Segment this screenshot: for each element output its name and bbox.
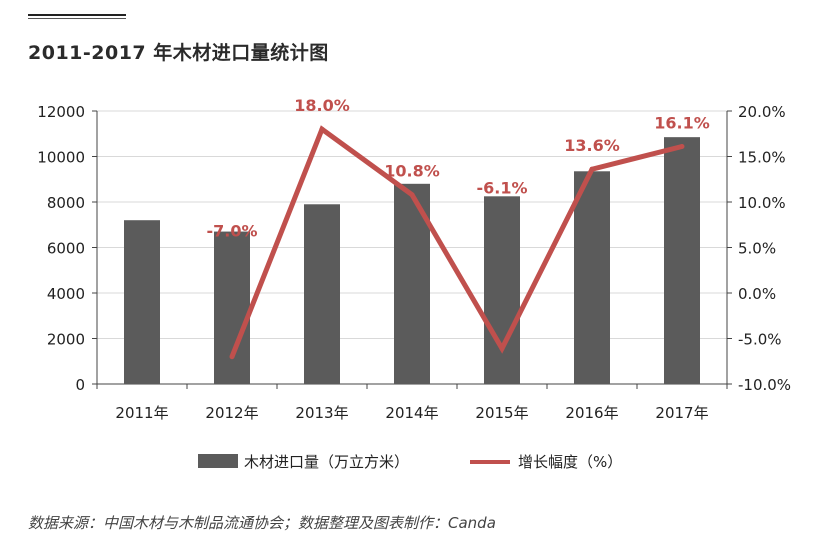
x-axis-tick-label: 2015年: [475, 404, 528, 422]
legend-bar-swatch: [198, 454, 238, 468]
bar: [484, 196, 520, 384]
growth-point: [499, 346, 505, 352]
source-note: 数据来源：中国木材与木制品流通协会；数据整理及图表制作：Canda: [28, 514, 496, 532]
left-axis-tick-label: 6000: [47, 240, 85, 258]
bar: [574, 171, 610, 384]
x-axis-tick-label: 2012年: [205, 404, 258, 422]
growth-data-label: 13.6%: [564, 136, 620, 155]
right-axis-tick-label: -10.0%: [738, 376, 791, 394]
left-axis-tick-label: 12000: [37, 103, 85, 121]
legend-line-label: 增长幅度（%）: [518, 453, 622, 471]
right-axis-tick-label: -5.0%: [738, 331, 782, 349]
growth-data-label: -7.0%: [206, 222, 257, 241]
right-axis-tick-label: 0.0%: [738, 285, 776, 303]
legend-bar-label: 木材进口量（万立方米）: [244, 453, 409, 471]
right-axis-tick-label: 20.0%: [738, 103, 786, 121]
title-decoration-bar: [28, 14, 126, 16]
growth-point: [589, 166, 595, 172]
growth-line: [229, 125, 683, 358]
right-axis-tick-label: 5.0%: [738, 240, 776, 258]
left-axis-tick-label: 2000: [47, 331, 85, 349]
growth-point: [319, 126, 325, 132]
right-axis-tick-label: 15.0%: [738, 149, 786, 167]
right-axis-tick-label: 10.0%: [738, 194, 786, 212]
bar: [664, 137, 700, 384]
bar: [304, 204, 340, 384]
left-axis-tick-label: 0: [75, 376, 85, 394]
left-axis-tick-label: 8000: [47, 194, 85, 212]
left-axis-tick-label: 4000: [47, 285, 85, 303]
left-axis-tick-label: 10000: [37, 149, 85, 167]
growth-data-label: 16.1%: [654, 113, 710, 132]
x-axis-tick-label: 2014年: [385, 404, 438, 422]
x-axis-tick-label: 2016年: [565, 404, 618, 422]
growth-point: [679, 143, 685, 149]
growth-data-label: -6.1%: [476, 179, 527, 198]
growth-data-label: 18.0%: [294, 96, 350, 115]
x-axis-tick-label: 2013年: [295, 404, 348, 422]
chart-title: 2011-2017 年木材进口量统计图: [28, 42, 329, 64]
bar: [124, 220, 160, 384]
growth-point: [409, 192, 415, 198]
x-axis-tick-label: 2017年: [655, 404, 708, 422]
growth-data-label: 10.8%: [384, 162, 440, 181]
growth-point: [229, 354, 235, 360]
x-axis-tick-label: 2011年: [115, 404, 168, 422]
title-decoration-line: [28, 18, 126, 19]
bar: [214, 231, 250, 384]
